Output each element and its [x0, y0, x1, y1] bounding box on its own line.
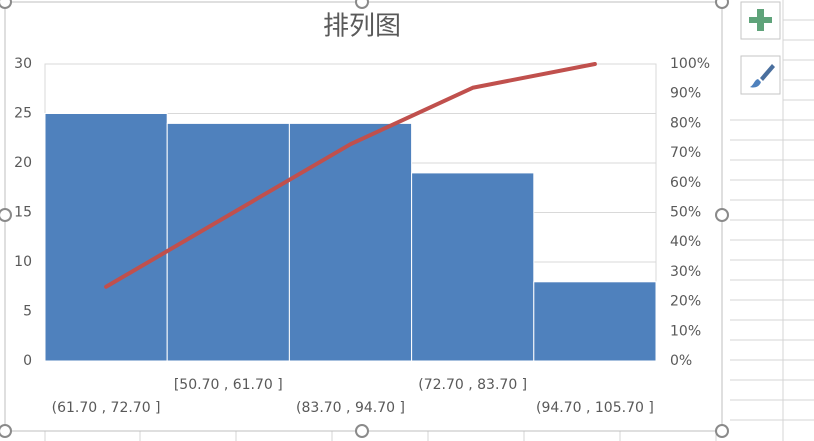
x-tick-label: (61.70 , 72.70 ] — [52, 400, 161, 416]
handle[interactable] — [355, 424, 369, 438]
y2-tick-label: 40% — [670, 234, 701, 250]
x-tick-label: (83.70 , 94.70 ] — [296, 400, 405, 416]
bar — [44, 113, 168, 362]
x-tick-label: (94.70 , 105.70 ] — [536, 400, 654, 416]
y-tick-label: 20 — [14, 155, 32, 171]
y2-tick-label: 60% — [670, 175, 701, 191]
y-tick-label: 5 — [23, 304, 32, 320]
handle[interactable] — [715, 208, 729, 222]
y-tick-label: 30 — [14, 56, 32, 72]
y2-tick-label: 70% — [670, 145, 701, 161]
y2-tick-label: 100% — [670, 56, 710, 72]
handle[interactable] — [715, 0, 729, 9]
bar — [533, 281, 657, 362]
y2-tick-label: 20% — [670, 294, 701, 310]
x-tick-label: (72.70 , 83.70 ] — [418, 377, 527, 393]
handle[interactable] — [0, 424, 12, 438]
y2-tick-label: 80% — [670, 115, 701, 131]
y2-tick-label: 90% — [670, 86, 701, 102]
bar — [288, 122, 413, 362]
selection-handles — [0, 0, 729, 438]
pareto-line — [104, 62, 597, 289]
bar — [166, 122, 290, 362]
y-tick-label: 15 — [14, 205, 32, 221]
plot-area: 0 5 10 15 20 25 30 0% 10% 20% 30% 40% 50% 60% 70% 80% 90… — [14, 56, 710, 416]
y2-tick-label: 0% — [670, 353, 692, 369]
handle[interactable] — [715, 424, 729, 438]
chart-elements-button[interactable] — [740, 1, 781, 40]
handle[interactable] — [355, 0, 369, 9]
handle[interactable] — [0, 0, 12, 9]
handle[interactable] — [0, 208, 12, 222]
y2-tick-label: 30% — [670, 264, 701, 280]
y-tick-label: 0 — [23, 353, 32, 369]
y-tick-label: 10 — [14, 254, 32, 270]
spreadsheet-grid — [44, 0, 814, 441]
y2-tick-label: 10% — [670, 323, 701, 339]
y2-tick-label: 50% — [670, 205, 701, 221]
bar — [411, 172, 535, 362]
chart-title: 排列图 — [323, 12, 401, 42]
chart-styles-button[interactable] — [740, 55, 781, 95]
y-tick-label: 25 — [14, 106, 32, 122]
x-tick-label: [50.70 , 61.70 ] — [174, 377, 283, 393]
